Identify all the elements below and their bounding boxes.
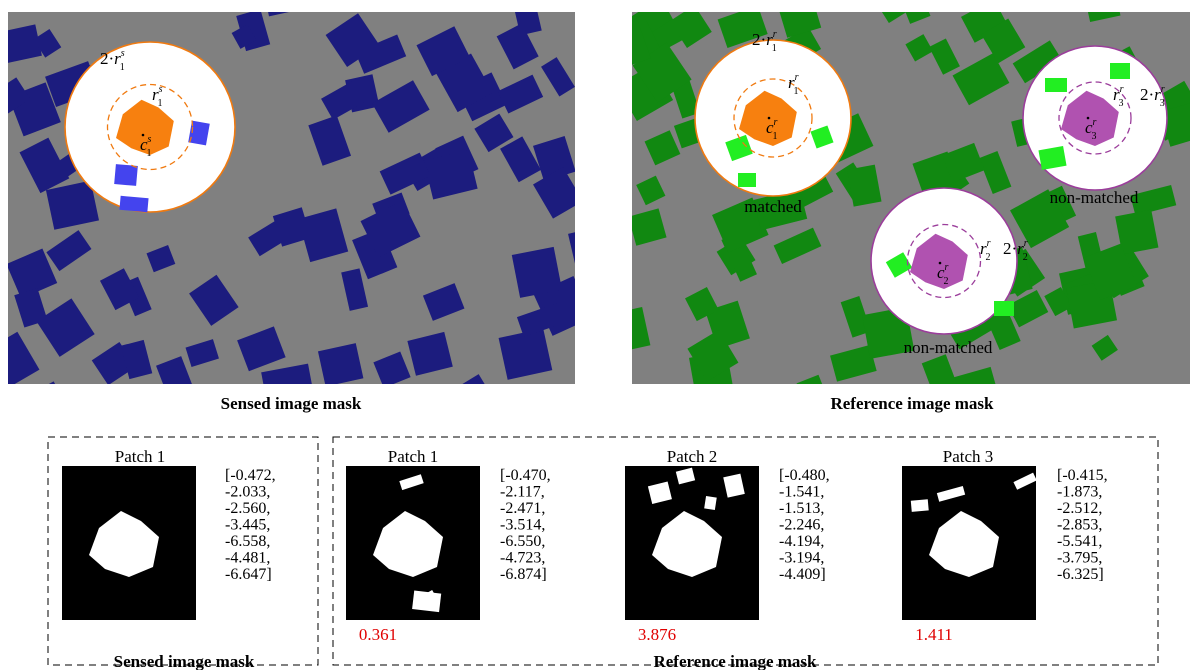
center-dot xyxy=(142,134,145,137)
label-sup: s xyxy=(159,84,163,95)
caption: Sensed image mask xyxy=(221,394,362,413)
match-status: matched xyxy=(744,197,802,216)
label-sub: 3 xyxy=(1091,131,1096,142)
neighbor-building xyxy=(1110,63,1130,79)
caption: Reference image mask xyxy=(653,652,817,670)
vector-entry: -1.541, xyxy=(779,484,824,501)
label-sup: r xyxy=(987,238,991,249)
vector-entry: -6.558, xyxy=(225,533,270,550)
vector-entry: -3.445, xyxy=(225,517,270,534)
label-sup: r xyxy=(945,262,949,273)
match-status: non-matched xyxy=(904,338,993,357)
vector-entry: -3.514, xyxy=(500,517,545,534)
label-sub: 3 xyxy=(1160,98,1165,109)
vector-entry: -2.560, xyxy=(225,500,270,517)
vector-entry: -2.512, xyxy=(1057,500,1102,517)
vector-entry: -5.541, xyxy=(1057,533,1102,550)
label-sup: s xyxy=(148,134,152,145)
patch-building xyxy=(412,590,441,612)
vector-entry: -2.853, xyxy=(1057,517,1102,534)
vector-entry: -4.194, xyxy=(779,533,824,550)
label-sub: 2 xyxy=(1023,252,1028,263)
label-prefix: 2· xyxy=(100,49,114,68)
vector-entry: [-0.472, xyxy=(225,467,276,484)
caption: Sensed image mask xyxy=(114,652,255,670)
label-prefix: 2· xyxy=(752,30,766,49)
vector-entry: -1.873, xyxy=(1057,484,1102,501)
center-dot xyxy=(939,262,942,265)
patch-title: Patch 3 xyxy=(943,447,994,466)
neighbor-building xyxy=(1045,78,1067,92)
vector-entry: -3.795, xyxy=(1057,550,1102,567)
distance: 3.876 xyxy=(638,625,676,644)
distance: 0.361 xyxy=(359,625,397,644)
label-sup: r xyxy=(1120,84,1124,95)
label-prefix: 2· xyxy=(1003,239,1017,258)
label-sup: s xyxy=(121,48,125,59)
center-dot xyxy=(768,117,771,120)
match-status: non-matched xyxy=(1050,188,1139,207)
label-sub: 3 xyxy=(1119,98,1124,109)
label-sub: 1 xyxy=(772,131,777,142)
center-dot xyxy=(1087,117,1090,120)
patch-building xyxy=(704,496,717,510)
neighbor-building xyxy=(738,173,756,187)
label-sup: r xyxy=(795,72,799,83)
vector-entry: -4.481, xyxy=(225,550,270,567)
figure: Sensed image mask Reference image mask S… xyxy=(0,0,1193,670)
label-sub: 1 xyxy=(794,86,799,97)
vector-entry: -6.325] xyxy=(1057,566,1104,583)
vector-entry: [-0.415, xyxy=(1057,467,1108,484)
neighbor-building xyxy=(119,196,148,212)
patch-title: Patch 2 xyxy=(667,447,718,466)
label-sub: 1 xyxy=(120,62,125,73)
label-sub: 1 xyxy=(158,98,163,109)
vector-entry: -6.550, xyxy=(500,533,545,550)
patch-title: Patch 1 xyxy=(388,447,439,466)
vector-entry: -2.246, xyxy=(779,517,824,534)
building xyxy=(27,381,64,415)
patch-title: Patch 1 xyxy=(115,447,166,466)
vector-entry: -3.194, xyxy=(779,550,824,567)
vector-entry: [-0.480, xyxy=(779,467,830,484)
label-sup: r xyxy=(773,29,777,40)
label-sup: r xyxy=(774,117,778,128)
vector-entry: [-0.470, xyxy=(500,467,551,484)
vector-entry: -4.409] xyxy=(779,566,826,583)
label-sub: 2 xyxy=(943,276,948,287)
label-sup: r xyxy=(1093,117,1097,128)
label-sub: 1 xyxy=(146,148,151,159)
neighbor-building xyxy=(188,121,210,146)
label-sup: r xyxy=(1161,84,1165,95)
vector-entry: -6.647] xyxy=(225,566,272,583)
caption: Reference image mask xyxy=(830,394,994,413)
building xyxy=(512,247,562,298)
vector-entry: -1.513, xyxy=(779,500,824,517)
vector-entry: -2.117, xyxy=(500,484,545,501)
label-prefix: 2· xyxy=(1140,85,1154,104)
label-sub: 2 xyxy=(986,252,991,263)
vector-entry: -2.471, xyxy=(500,500,545,517)
label-sup: r xyxy=(1024,238,1028,249)
neighbor-building xyxy=(114,164,138,186)
vector-entry: -2.033, xyxy=(225,484,270,501)
distance: 1.411 xyxy=(915,625,953,644)
label-sub: 1 xyxy=(772,43,777,54)
vector-entry: -6.874] xyxy=(500,566,547,583)
neighbor-building xyxy=(994,301,1014,316)
vector-entry: -4.723, xyxy=(500,550,545,567)
patch-building xyxy=(911,499,929,512)
neighbor-building xyxy=(1038,146,1066,170)
